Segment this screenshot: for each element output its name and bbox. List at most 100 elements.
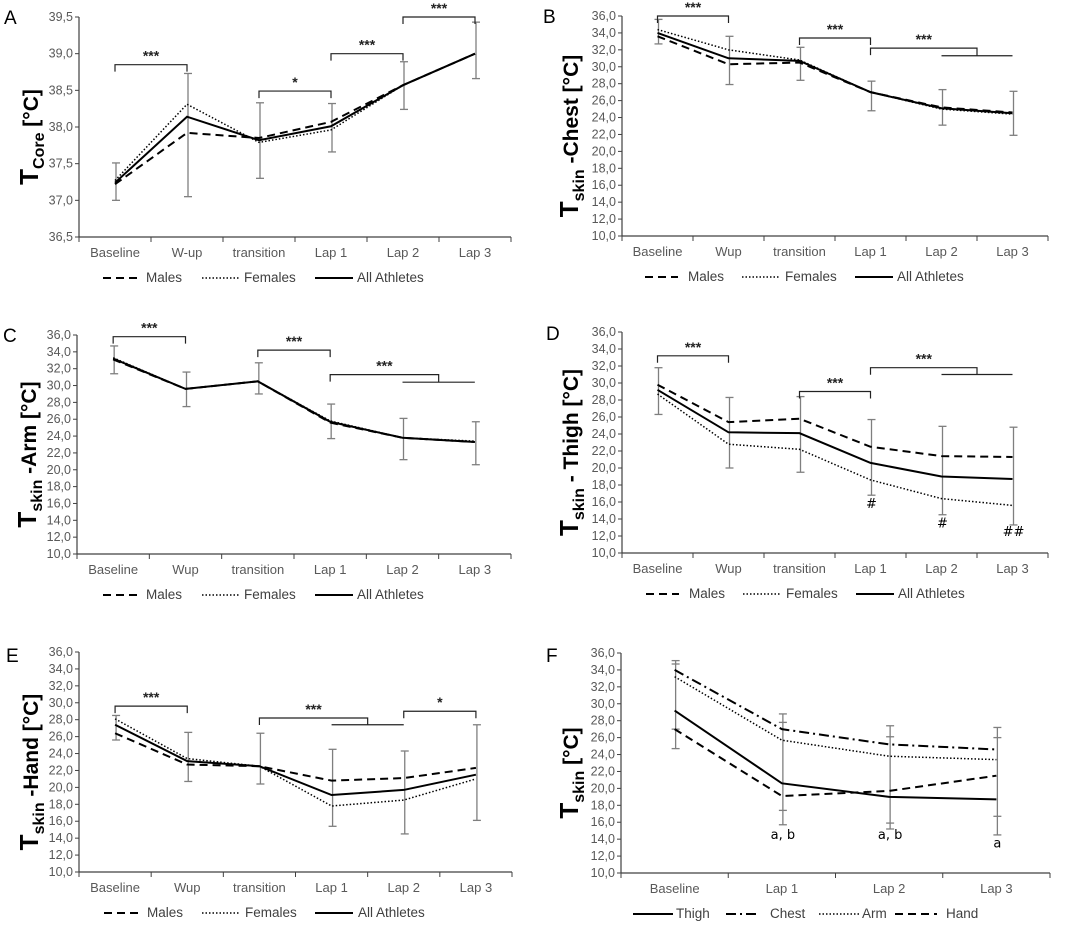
significance-label: *** [916,351,933,367]
series-line-arm [674,676,997,761]
legend-label: Females [244,270,296,285]
x-tick-label: Lap 2 [387,245,420,260]
y-tick-label: 24,0 [47,429,71,443]
y-label-subscript: skin [29,480,46,512]
y-label-main: T [554,201,584,217]
x-tick-label: Wup [715,561,742,576]
series-line-all-athletes [112,357,475,443]
significance-label: *** [685,339,702,355]
y-tick-label: 39,0 [49,47,73,61]
y-label-subscript: skin [571,488,588,520]
significance-label: *** [359,37,376,53]
x-tick-label: Lap 1 [315,245,348,260]
significance-bracket [656,15,730,23]
y-tick-label: 16,0 [592,178,616,192]
y-tick-label: 36,0 [591,646,615,660]
y-tick-label: 26,0 [592,410,616,424]
significance-bracket [869,47,978,56]
y-tick-label: 12,0 [592,529,616,543]
significance-bracket [869,367,978,375]
significance-label: *** [143,689,160,705]
y-tick-label: 24,0 [49,747,73,761]
y-axis-label: Tskin - Thigh [°C] [554,369,588,536]
significance-label: *** [143,48,160,64]
y-tick-label: 14,0 [47,513,71,527]
x-tick-label: transition [773,561,826,576]
series-line-females [114,718,477,807]
y-tick-label: 10,0 [49,865,73,879]
series-line-males [657,383,1013,458]
annotation-label: a, b [878,828,902,843]
x-tick-label: Baseline [650,881,700,896]
series-line-thigh [674,709,997,801]
x-tick-label: Lap 3 [460,880,493,895]
x-tick-label: transition [233,880,286,895]
significance-bracket [402,16,476,24]
panel-c: C 10,0 12,0 14,0 16,0 18,0 20,0 22,0 24,0 26,0 28,… [3,320,512,602]
panel-a: A 36,5 37,0 37,5 38,0 38,5 39,0 39,5 Baseline W-u… [4,0,512,285]
x-tick-label: Lap 2 [925,244,958,259]
y-axis-label: Tskin -Chest [°C] [554,55,588,217]
panel-f: F 10,0 12,0 14,0 16,0 18,0 20,0 22,0 24,0 26,0 28,… [546,646,1051,921]
significance-bracket [258,717,369,725]
y-label-unit: [°C] [20,89,43,132]
y-tick-label: 16,0 [592,495,616,509]
x-tick-label: Baseline [88,562,138,577]
legend-label: Thigh [676,906,710,921]
y-tick-label: 22,0 [49,763,73,777]
significance-label: *** [141,320,158,336]
y-tick-label: 20,0 [592,461,616,475]
y-tick-label: 38,0 [49,120,73,134]
panel-d: D 10,0 12,0 14,0 16,0 18,0 20,0 22,0 24,0 26,0 28,… [546,324,1049,601]
y-tick-label: 10,0 [591,866,615,880]
y-tick-label: 16,0 [591,815,615,829]
x-tick-label: Baseline [633,244,683,259]
y-tick-label: 20,0 [592,144,616,158]
significance-label: *** [286,333,303,349]
significance-label: *** [916,31,933,47]
y-tick-label: 30,0 [49,696,73,710]
significance-label: *** [827,375,844,391]
y-tick-label: 24,0 [592,427,616,441]
y-tick-label: 22,0 [592,127,616,141]
y-tick-label: 26,0 [592,94,616,108]
y-label-unit: [°C] [560,727,583,770]
x-tick-label: W-up [172,245,203,260]
annotation-label: a [993,837,1001,852]
y-tick-label: 36,0 [47,328,71,342]
y-tick-label: 28,0 [47,395,71,409]
legend-label: Females [245,905,297,920]
significance-label: * [437,694,443,710]
panel-letter: A [4,8,17,29]
panel-letter: D [546,324,560,345]
y-label-subscript: Core [31,132,48,169]
x-tick-label: transition [231,562,284,577]
x-tick-label: Baseline [90,880,140,895]
series-line-females [657,28,1013,115]
legend-label: All Athletes [897,269,964,284]
y-tick-label: 36,5 [49,230,73,244]
y-tick-label: 26,0 [49,730,73,744]
x-tick-label: Wup [715,244,742,259]
y-label-main: T [12,512,42,528]
x-tick-label: Lap 3 [996,561,1029,576]
series-line-all-athletes [657,31,1013,115]
legend-label: All Athletes [357,270,424,285]
y-tick-label: 32,0 [49,679,73,693]
significance-label: *** [305,701,322,717]
y-tick-label: 20,0 [47,463,71,477]
y-tick-label: 26,0 [591,731,615,745]
y-tick-label: 14,0 [592,512,616,526]
y-tick-label: 18,0 [49,797,73,811]
series-line-females [114,52,476,182]
y-tick-label: 12,0 [47,530,71,544]
significance-label: *** [827,21,844,37]
y-tick-label: 38,5 [49,83,73,97]
x-tick-label: Lap 3 [996,244,1029,259]
x-tick-label: Baseline [90,245,140,260]
x-tick-label: Lap 2 [387,880,420,895]
x-tick-label: Lap 3 [459,562,492,577]
legend-label: Females [785,269,837,284]
x-tick-label: Lap 1 [315,880,348,895]
significance-bracket [798,390,872,399]
